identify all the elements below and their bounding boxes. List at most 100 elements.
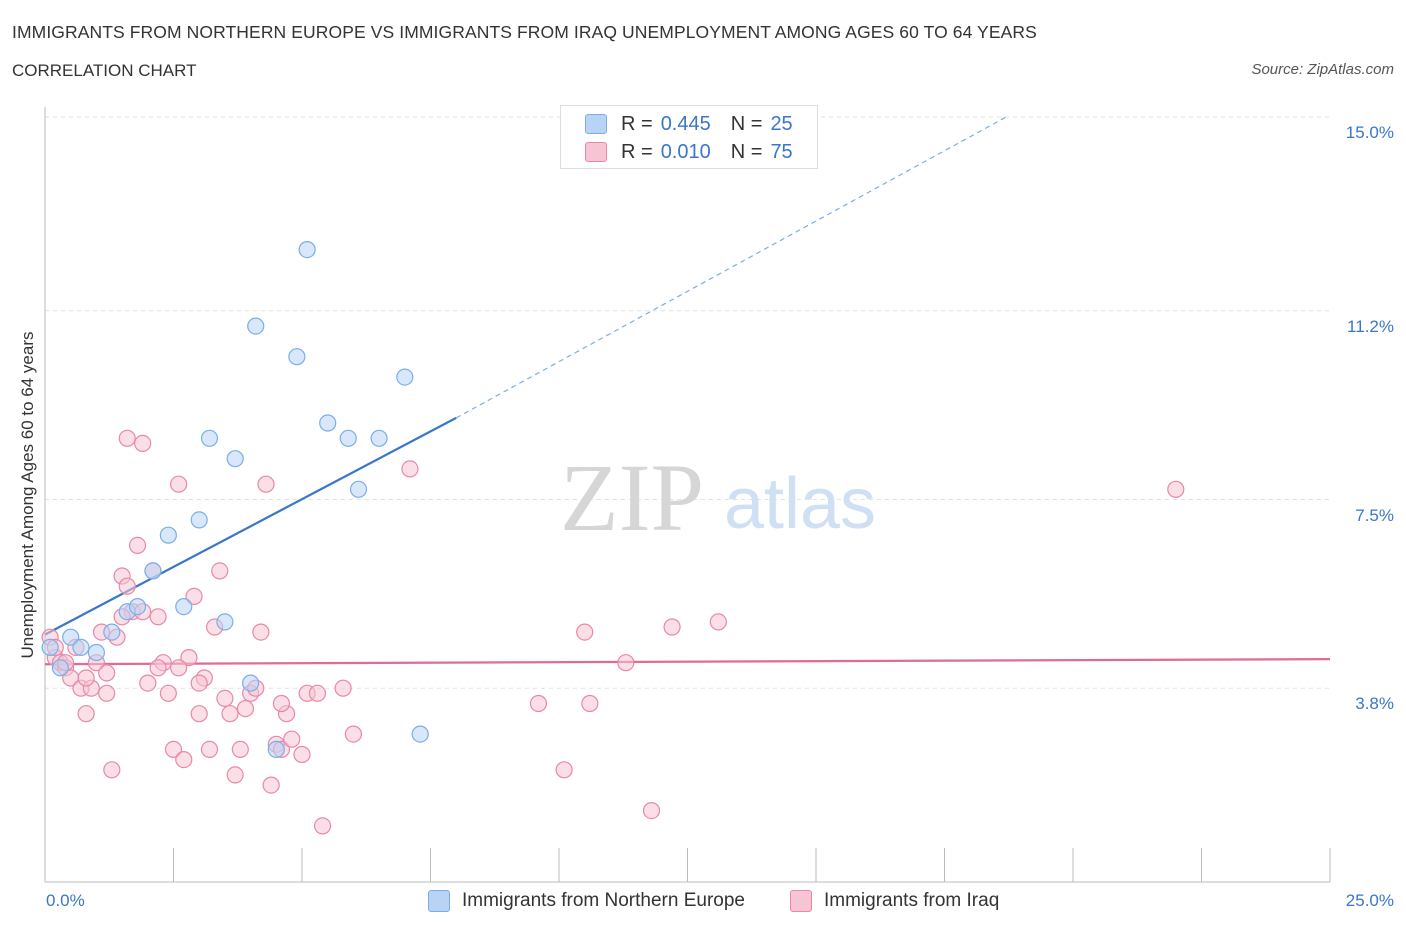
point-iraq (581, 694, 599, 713)
point-iraq (159, 684, 177, 702)
point-iraq (190, 674, 208, 692)
stats-legend: R = 0.445 N = 25 R = 0.010 N = 75 (560, 105, 818, 169)
point-iraq (642, 801, 661, 820)
point-northern-europe (128, 597, 147, 616)
point-iraq (401, 460, 419, 478)
point-iraq (272, 694, 291, 713)
legend-row-iraq: R = 0.010 N = 75 (585, 140, 793, 164)
legend-r-label: R = (621, 112, 653, 135)
point-iraq (149, 659, 167, 677)
point-iraq (134, 434, 152, 452)
trend-line-northern-europe (44, 416, 457, 636)
point-northern-europe (72, 638, 90, 657)
point-northern-europe (267, 740, 285, 759)
point-iraq (216, 689, 234, 708)
legend-swatch-blue (428, 890, 450, 912)
point-northern-europe (190, 511, 208, 529)
trend-lines (44, 116, 1331, 666)
bottom-legend-iraq: Immigrants from Iraq (790, 890, 999, 912)
legend-label: Immigrants from Northern Europe (462, 890, 745, 911)
point-iraq (262, 776, 280, 794)
point-iraq (1167, 480, 1185, 498)
point-northern-europe (396, 368, 414, 386)
point-northern-europe (216, 613, 234, 631)
point-northern-europe (319, 414, 337, 432)
legend-n-value: 75 (770, 140, 793, 163)
point-iraq (663, 618, 681, 636)
point-iraq (252, 623, 270, 641)
point-iraq (185, 587, 203, 606)
point-iraq (149, 608, 167, 626)
y-tick-label: 15.0% (1345, 123, 1394, 142)
point-northern-europe (370, 429, 388, 447)
point-iraq (200, 740, 219, 759)
point-iraq (709, 613, 727, 631)
point-northern-europe (200, 429, 219, 447)
axes (44, 107, 1331, 883)
point-iraq (283, 730, 301, 748)
legend-r-value: 0.010 (660, 140, 711, 163)
point-iraq (118, 577, 136, 595)
point-northern-europe (51, 659, 70, 677)
point-northern-europe (411, 725, 429, 743)
legend-swatch-pink (790, 890, 812, 912)
point-iraq (164, 740, 183, 759)
point-northern-europe (288, 348, 306, 366)
point-northern-europe (339, 429, 357, 447)
trend-line-iraq (44, 658, 1331, 666)
trend-line-extension (455, 116, 1007, 419)
point-iraq (103, 761, 121, 779)
point-iraq (175, 750, 193, 769)
point-northern-europe (62, 628, 80, 646)
point-northern-europe (226, 450, 244, 468)
point-iraq (257, 475, 275, 493)
legend-r-value: 0.445 (660, 112, 711, 135)
legend-n-value: 25 (770, 112, 793, 135)
point-iraq (529, 694, 548, 713)
legend-r-label: R = (621, 140, 653, 163)
point-iraq (77, 669, 95, 687)
chart-subtitle: CORRELATION CHART (12, 61, 197, 80)
legend-swatch-pink (585, 142, 607, 162)
watermark-zip: ZIP (560, 444, 704, 551)
point-iraq (180, 648, 198, 667)
point-northern-europe (103, 623, 121, 641)
point-iraq (118, 429, 136, 447)
legend-row-northern-europe: R = 0.445 N = 25 (585, 112, 793, 136)
source-label: Source: ZipAtlas.com (1251, 61, 1394, 78)
watermark-atlas: atlas (724, 464, 876, 544)
point-iraq (98, 664, 116, 682)
point-iraq (313, 817, 332, 835)
point-iraq (308, 684, 327, 702)
point-iraq (139, 674, 157, 692)
point-iraq (334, 679, 352, 697)
point-northern-europe (242, 674, 260, 692)
y-tick-label: 3.8% (1355, 694, 1394, 714)
point-iraq (211, 562, 229, 580)
x-tick-label-max: 25.0% (1345, 891, 1394, 910)
point-northern-europe (349, 480, 368, 498)
point-iraq (170, 659, 188, 677)
legend-n-label: N = (730, 140, 763, 163)
legend-n-label: N = (730, 112, 763, 135)
point-iraq (555, 761, 573, 779)
point-iraq (226, 766, 244, 784)
bottom-legend-northern-europe: Immigrants from Northern Europe (428, 890, 745, 912)
legend-label: Immigrants from Iraq (824, 890, 1000, 911)
point-northern-europe (175, 597, 193, 616)
point-iraq (221, 705, 239, 723)
point-iraq (98, 684, 116, 702)
point-iraq (617, 654, 635, 672)
point-northern-europe (87, 643, 106, 662)
point-iraq (576, 623, 594, 641)
x-tick-label-min: 0.0% (46, 891, 85, 910)
point-northern-europe (41, 638, 59, 657)
y-tick-label: 11.2% (1347, 316, 1394, 336)
point-iraq (190, 705, 208, 723)
point-northern-europe (298, 241, 316, 259)
point-iraq (128, 536, 147, 555)
legend-swatch-blue (585, 114, 607, 134)
chart-title: IMMIGRANTS FROM NORTHERN EUROPE VS IMMIG… (12, 22, 1037, 42)
grid-lines (45, 116, 1330, 689)
